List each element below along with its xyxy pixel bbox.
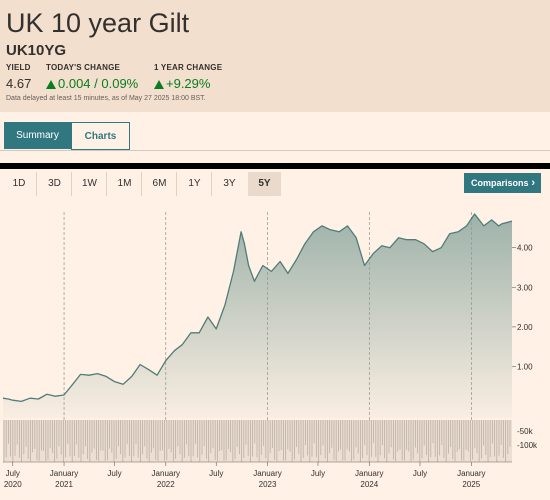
todays-change-label: TODAY'S CHANGE: [46, 63, 121, 72]
section-divider: [0, 163, 550, 169]
volume-tick-label: -100k: [517, 441, 538, 450]
comparisons-button[interactable]: Comparisons ›: [464, 173, 541, 193]
range-5y[interactable]: 5Y: [248, 172, 281, 196]
y-tick-label: 2.00: [517, 323, 533, 332]
x-tick-label: July: [107, 469, 121, 478]
x-tick-label: January: [457, 469, 485, 478]
range-3y[interactable]: 3Y: [223, 178, 236, 189]
yield-label: YIELD: [6, 63, 31, 72]
x-tick-label: January: [50, 469, 78, 478]
divider: [36, 172, 37, 196]
x-tick-year-label: 2021: [55, 480, 73, 489]
y-tick-label: 3.00: [517, 283, 533, 292]
tab-summary[interactable]: Summary: [4, 122, 71, 149]
x-tick-label: January: [253, 469, 281, 478]
x-tick-label: July: [311, 469, 325, 478]
arrow-up-icon: [154, 80, 164, 89]
range-1y[interactable]: 1Y: [188, 178, 201, 189]
todays-change-value: 0.004 / 0.09%: [58, 76, 139, 91]
range-1w[interactable]: 1W: [82, 178, 97, 189]
range-1d[interactable]: 1D: [12, 178, 26, 189]
x-tick-label: July: [6, 469, 20, 478]
divider: [141, 172, 142, 196]
divider: [71, 172, 72, 196]
data-delay-note: Data delayed at least 15 minutes, as of …: [6, 95, 206, 102]
divider: [211, 172, 212, 196]
tab-charts[interactable]: Charts: [71, 122, 130, 150]
x-tick-year-label: 2024: [360, 480, 378, 489]
x-tick-year-label: 2022: [157, 480, 175, 489]
x-tick-year-label: 2023: [259, 480, 277, 489]
series-line: [2, 213, 513, 403]
range-1m[interactable]: 1M: [117, 178, 132, 189]
y-tick-label: 4.00: [517, 244, 533, 253]
quote-header: UK 10 year Gilt UK10YG YIELD 4.67 TODAY'…: [0, 0, 550, 112]
x-tick-label: July: [413, 469, 427, 478]
year-change-label: 1 YEAR CHANGE: [154, 63, 223, 72]
yield-value: 4.67: [6, 76, 32, 91]
todays-change: 0.004 / 0.09%: [46, 76, 138, 91]
divider: [106, 172, 107, 196]
x-tick-label: July: [209, 469, 223, 478]
series-area: [3, 214, 512, 418]
x-tick-year-label: 2020: [4, 480, 22, 489]
range-3d[interactable]: 3D: [48, 178, 61, 189]
chevron-right-icon: ›: [531, 177, 535, 189]
tab-bar: Summary Charts: [0, 122, 550, 151]
arrow-up-icon: [46, 80, 56, 89]
range-6m[interactable]: 6M: [152, 178, 167, 189]
x-tick-label: January: [355, 469, 383, 478]
y-tick-label: 1.00: [517, 363, 533, 372]
comparisons-label: Comparisons: [471, 178, 529, 188]
page-title: UK 10 year Gilt: [6, 8, 190, 38]
volume-tick-label: -50k: [517, 427, 534, 436]
x-tick-year-label: 2025: [462, 480, 480, 489]
x-tick-label: January: [152, 469, 180, 478]
year-change: +9.29%: [154, 76, 210, 91]
divider: [176, 172, 177, 196]
ticker-symbol: UK10YG: [6, 42, 67, 59]
price-chart[interactable]: -50k -100k 1.00 2.00 3.00 4.00 July 2020 Januar…: [0, 200, 550, 500]
year-change-value: +9.29%: [166, 76, 211, 91]
